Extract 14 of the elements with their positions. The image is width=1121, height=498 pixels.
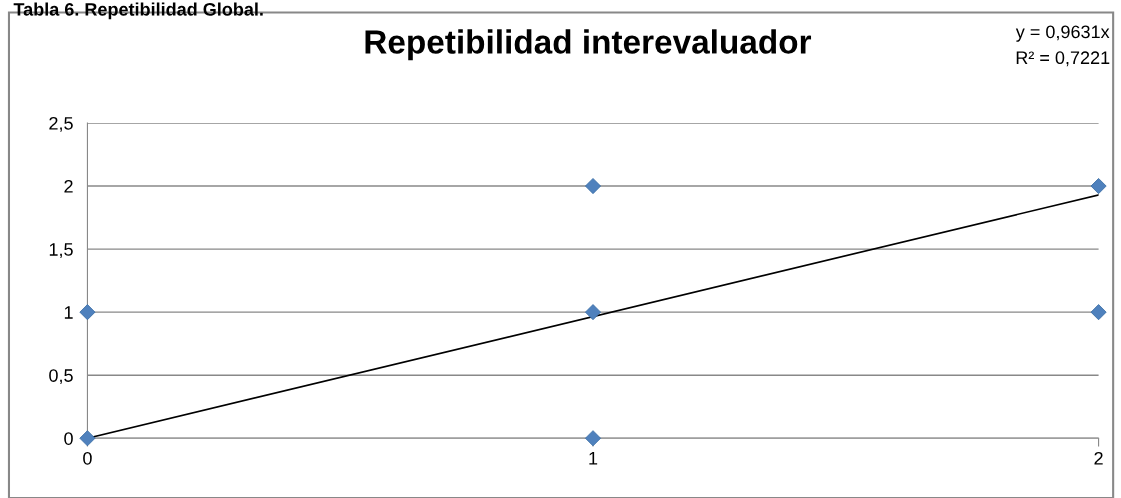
y-tick-label: 1,5 (49, 243, 73, 258)
chart-title: Repetibilidad interevaluador (365, 29, 812, 61)
y-tick-label: 2 (64, 179, 73, 193)
x-tick-label: 1 (589, 452, 598, 465)
text: y = 0,9631x (1015, 25, 1110, 42)
y-tick-label: 2,5 (49, 116, 73, 132)
y-tick-label: 1 (64, 306, 73, 319)
y-tick-label: 0 (64, 432, 73, 445)
x-tick-label: 0 (83, 451, 92, 465)
y-tick-label: 0,5 (49, 369, 73, 385)
text: Tabla 6. Repetibilidad Global. (13, 2, 263, 20)
text: R² = 0,7221 (1016, 51, 1110, 67)
point (79, 304, 96, 321)
x-tick-label: 2 (1094, 451, 1103, 465)
